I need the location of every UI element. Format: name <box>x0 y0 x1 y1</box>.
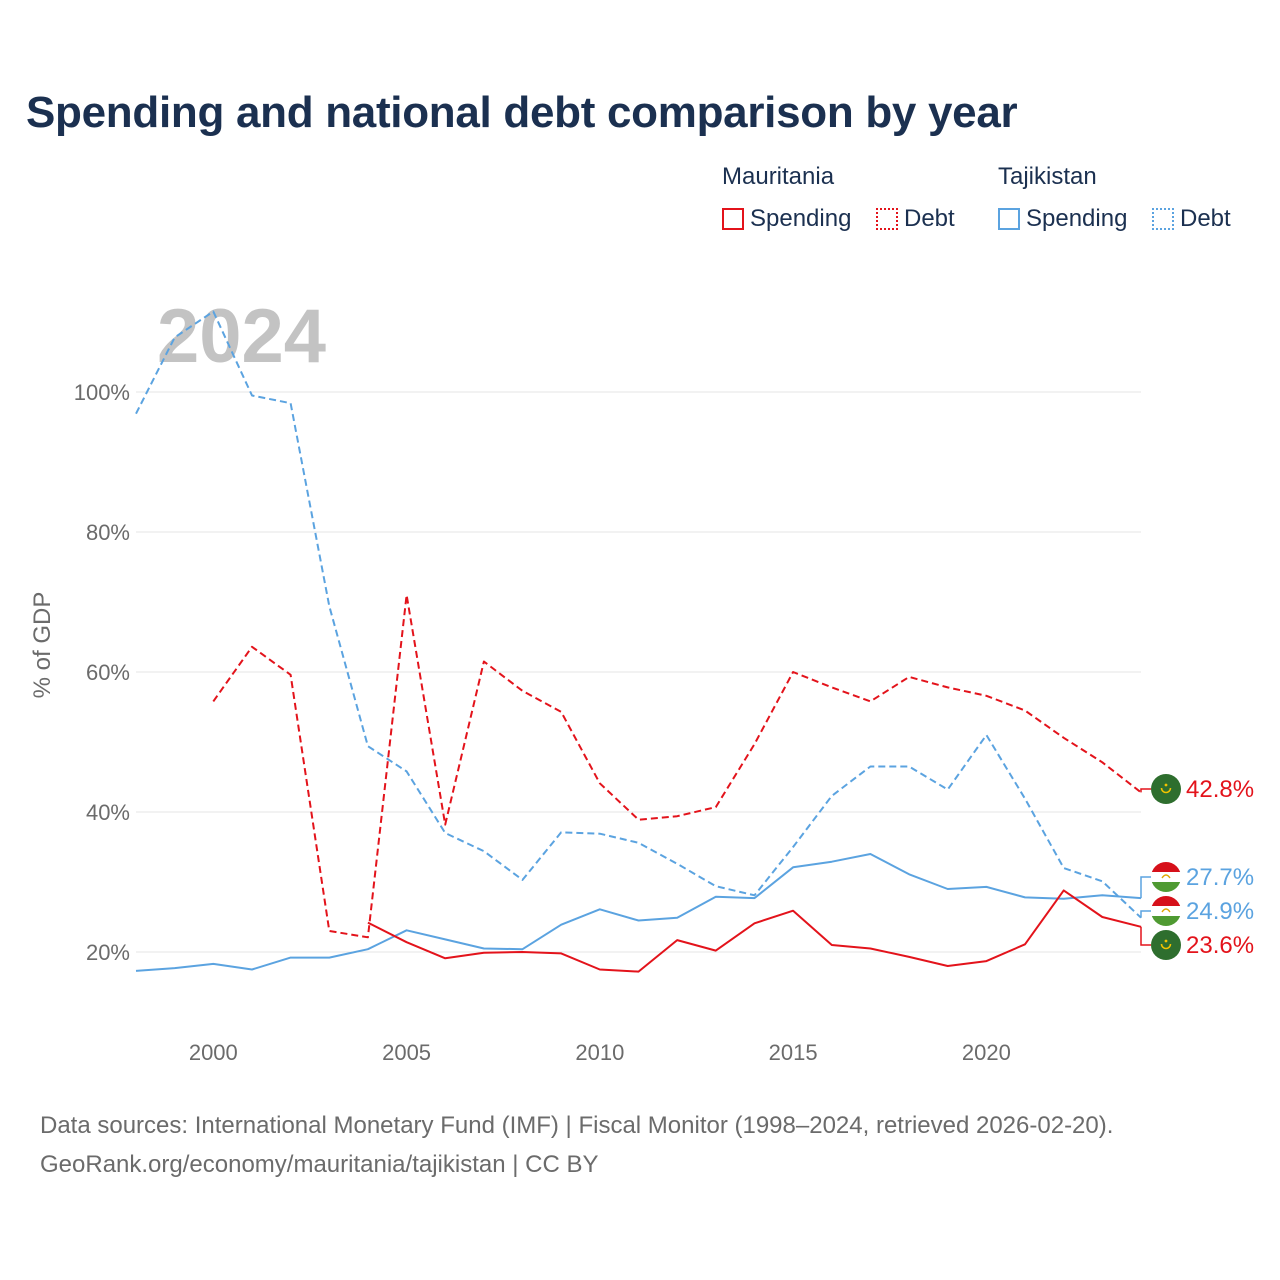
flag-green-band <box>1151 916 1181 926</box>
crescent <box>1160 943 1172 950</box>
y-tick-label: 60% <box>86 660 130 685</box>
end-marker-tajikistan-spending: 27.7% <box>1140 862 1254 899</box>
flag-disc <box>1151 774 1181 804</box>
tajikistan-flag-icon <box>1151 896 1181 926</box>
flag-white-band <box>1151 906 1181 916</box>
flag-red-band <box>1151 862 1181 872</box>
end-marker-mauritania-debt: 42.8% <box>1140 774 1254 804</box>
end-value-label: 42.8% <box>1186 776 1254 803</box>
end-marker-mauritania-spending: 23.6% <box>1140 926 1254 960</box>
chart-title: Spending and national debt comparison by… <box>26 88 1018 137</box>
leader-line <box>1140 926 1151 946</box>
flag-crown <box>1161 874 1171 879</box>
y-tick-label: 20% <box>86 940 130 965</box>
flag-disc <box>1151 930 1181 960</box>
y-tick-label: 100% <box>74 380 130 405</box>
end-value-label: 23.6% <box>1186 932 1254 959</box>
end-markers: 24.9% 42.8% 27.7% 23.6% <box>1140 774 1254 960</box>
x-tick-label: 2000 <box>189 1040 238 1065</box>
end-marker-tajikistan-debt: 24.9% <box>1140 896 1254 926</box>
y-axis-ticks: 20% 40% 60% 80% 100% <box>74 380 130 965</box>
x-axis-ticks: 2000 2005 2010 2015 2020 <box>189 1040 1011 1065</box>
grid-lines <box>136 391 1141 953</box>
leader-line <box>1140 788 1151 793</box>
mauritania-flag-icon <box>1151 930 1181 960</box>
tajikistan-flag-icon <box>1151 862 1181 892</box>
sources-line-1: Data sources: International Monetary Fun… <box>40 1112 1114 1139</box>
flag-red-band <box>1151 896 1181 906</box>
leader-line <box>1140 910 1151 918</box>
y-tick-label: 80% <box>86 520 130 545</box>
flag-white-band <box>1151 872 1181 882</box>
series-line-mauritania-debt <box>212 594 1142 939</box>
star <box>1164 783 1168 787</box>
series-line-tajikistan-spending <box>135 853 1142 972</box>
series-line-tajikistan-debt <box>135 310 1142 919</box>
watermark-year: 2024 <box>157 294 326 379</box>
star <box>1164 939 1168 943</box>
x-tick-label: 2015 <box>769 1040 818 1065</box>
crescent <box>1160 787 1172 794</box>
series-line-mauritania-spending <box>367 889 1142 973</box>
sources-line-2: GeoRank.org/economy/mauritania/tajikista… <box>40 1151 599 1178</box>
y-axis-label: % of GDP <box>29 592 56 699</box>
data-sources: Data sources: International Monetary Fun… <box>40 1106 1113 1184</box>
series-lines <box>135 310 1142 973</box>
mauritania-flag-icon <box>1151 774 1181 804</box>
end-value-label: 27.7% <box>1186 864 1254 891</box>
y-tick-label: 40% <box>86 800 130 825</box>
end-value-label: 24.9% <box>1186 898 1254 925</box>
x-tick-label: 2005 <box>382 1040 431 1065</box>
flag-green-band <box>1151 882 1181 892</box>
x-tick-label: 2020 <box>962 1040 1011 1065</box>
leader-line <box>1140 876 1151 899</box>
flag-crown <box>1161 908 1171 913</box>
x-tick-label: 2010 <box>575 1040 624 1065</box>
